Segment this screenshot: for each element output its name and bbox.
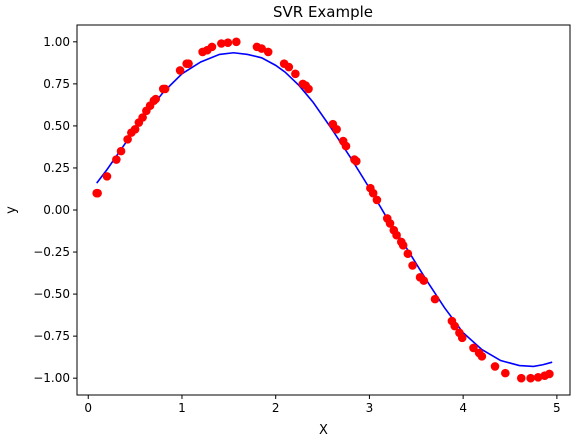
x-tick-label: 4 xyxy=(459,401,467,415)
y-axis-label: y xyxy=(4,206,19,214)
data-point xyxy=(457,333,467,343)
data-point xyxy=(184,59,193,68)
x-tick-label: 3 xyxy=(366,401,374,415)
y-tick-label: −0.25 xyxy=(33,245,70,259)
data-point xyxy=(151,94,161,104)
regression-line-layer xyxy=(96,51,553,368)
y-tick-label: 0.50 xyxy=(43,119,70,133)
data-point xyxy=(490,362,500,371)
y-tick-label: −1.00 xyxy=(33,371,70,385)
data-point xyxy=(392,230,401,240)
data-point xyxy=(175,66,185,75)
axis-ticks: 0 1 2 3 4 5 −1.00 −0.75 −0.50 −0.25 0.00 0.25 0.50 0.… xyxy=(33,35,560,415)
y-tick-label: −0.75 xyxy=(33,329,70,343)
data-point xyxy=(403,249,413,259)
data-point xyxy=(368,188,378,198)
data-point xyxy=(341,141,351,151)
data-point xyxy=(257,44,266,53)
data-point xyxy=(160,84,170,94)
data-point xyxy=(430,294,440,304)
data-point xyxy=(138,113,147,122)
data-point xyxy=(477,352,487,361)
data-point xyxy=(123,135,132,144)
data-point xyxy=(408,261,417,270)
data-point xyxy=(207,42,217,52)
data-point xyxy=(501,368,510,378)
plot-frame xyxy=(76,24,571,396)
y-tick-label: 0.00 xyxy=(43,203,70,217)
x-tick-label: 0 xyxy=(84,401,92,415)
x-tick-label: 1 xyxy=(178,401,186,415)
data-point xyxy=(516,373,526,383)
data-point xyxy=(284,62,294,72)
data-point xyxy=(116,146,126,156)
data-point xyxy=(112,155,121,164)
data-point xyxy=(450,321,460,331)
x-tick-label: 2 xyxy=(272,401,280,415)
data-point xyxy=(469,343,478,353)
y-tick-label: 0.75 xyxy=(43,77,70,91)
data-point xyxy=(232,37,241,47)
data-point xyxy=(291,69,300,79)
chart-title: SVR Example xyxy=(273,3,373,21)
data-point xyxy=(332,124,341,134)
data-point xyxy=(372,195,382,205)
y-tick-label: −0.50 xyxy=(33,287,70,301)
data-point xyxy=(223,38,233,47)
svr-prediction-line xyxy=(96,51,553,368)
data-point xyxy=(419,276,429,285)
data-point xyxy=(304,84,313,94)
data-point xyxy=(217,39,226,48)
scatter-layer xyxy=(92,37,554,383)
x-tick-label: 5 xyxy=(553,401,561,415)
data-point xyxy=(263,47,273,57)
data-point xyxy=(533,373,543,382)
data-point xyxy=(352,156,361,166)
y-tick-label: 0.25 xyxy=(43,161,70,175)
data-point xyxy=(385,219,395,228)
data-point xyxy=(545,369,554,379)
x-axis-label: X xyxy=(319,423,328,438)
y-tick-label: 1.00 xyxy=(43,35,70,49)
data-point xyxy=(102,172,112,181)
data-point xyxy=(93,188,102,198)
data-point xyxy=(526,373,535,383)
data-point xyxy=(130,124,140,134)
data-point xyxy=(398,241,408,250)
